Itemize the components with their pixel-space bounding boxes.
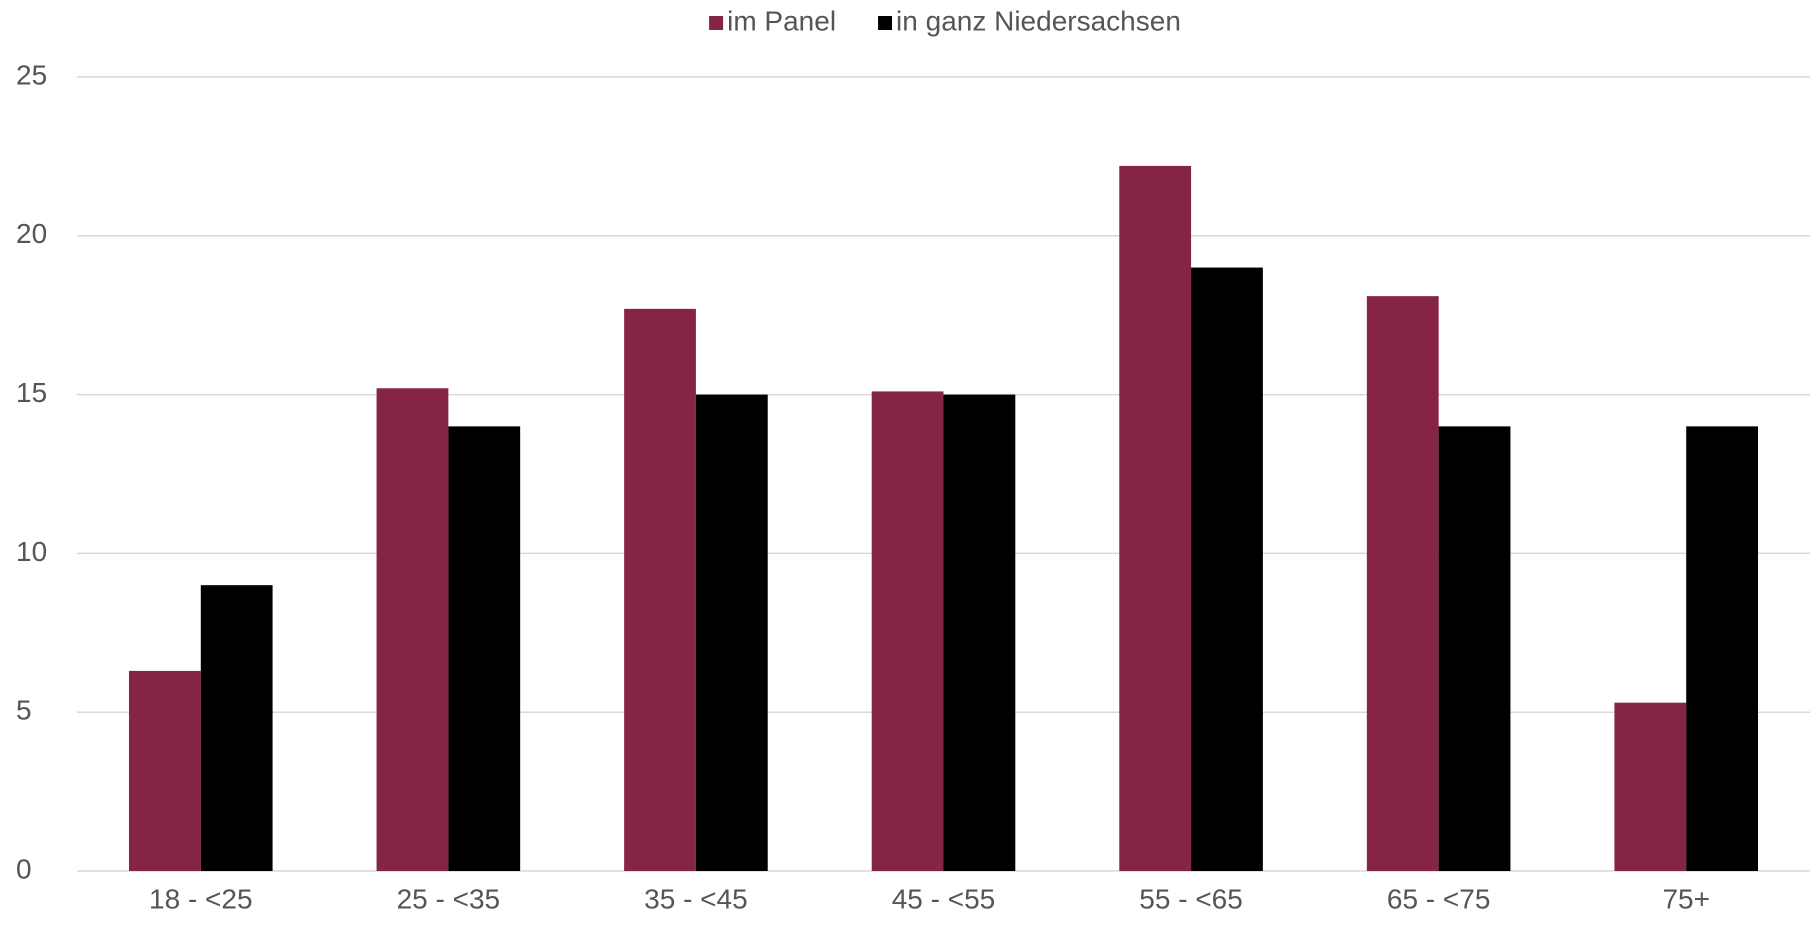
x-tick-label: 75+ <box>1662 883 1710 914</box>
bar <box>624 308 696 871</box>
bar <box>1438 426 1511 871</box>
x-tick-label: 18 - <25 <box>149 883 253 914</box>
y-tick-label: 25 <box>16 59 47 90</box>
bar <box>1191 267 1263 871</box>
y-tick-label: 15 <box>16 377 47 408</box>
bar <box>943 394 1016 871</box>
y-tick-label: 5 <box>16 695 32 726</box>
x-tick-label: 35 - <45 <box>644 883 748 914</box>
y-tick-label: 0 <box>16 853 32 884</box>
x-tick-label: 25 - <35 <box>397 883 501 914</box>
bar <box>1366 296 1439 871</box>
x-tick-label: 45 - <55 <box>892 883 996 914</box>
legend-marker <box>709 16 724 30</box>
x-tick-label: 65 - <75 <box>1387 883 1491 914</box>
bar <box>1119 165 1192 872</box>
bar <box>448 426 521 871</box>
y-tick-label: 20 <box>16 218 47 249</box>
bar <box>1686 426 1759 871</box>
y-tick-label: 10 <box>16 536 47 567</box>
bar <box>871 391 944 871</box>
legend-label: im Panel <box>727 5 836 36</box>
bar <box>1614 702 1687 871</box>
bar <box>695 394 768 871</box>
legend-label: in ganz Niedersachsen <box>896 5 1181 36</box>
bar <box>376 388 449 871</box>
x-tick-label: 55 - <65 <box>1139 883 1243 914</box>
bar <box>200 585 273 871</box>
legend-marker <box>878 16 893 30</box>
bar <box>128 670 201 871</box>
